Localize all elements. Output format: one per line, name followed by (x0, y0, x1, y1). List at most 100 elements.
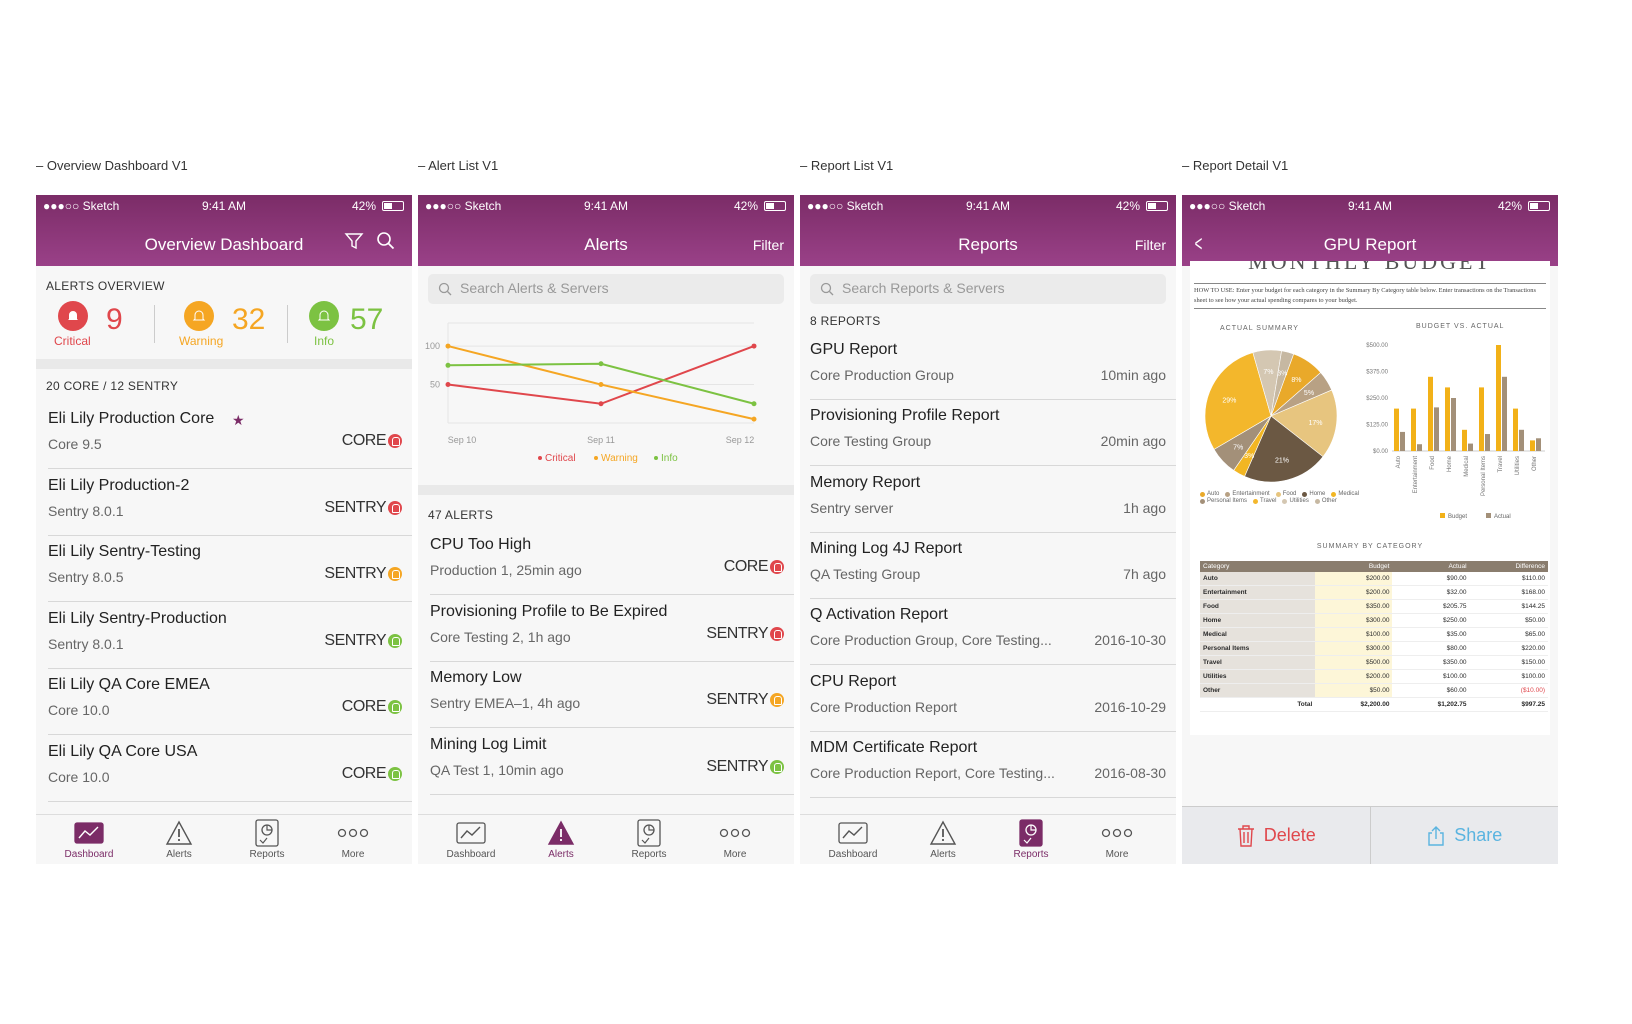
legend-label: Home (1309, 491, 1326, 497)
alerts-icon (144, 819, 214, 847)
tab-alerts[interactable]: Alerts (526, 819, 596, 860)
alerts-icon (908, 819, 978, 847)
slice-label: 7% (1263, 369, 1273, 376)
tab-dashboard[interactable]: Dashboard (818, 819, 888, 860)
tab-more[interactable]: More (1082, 819, 1152, 860)
data-point (445, 343, 451, 349)
pie-slice (1244, 415, 1324, 483)
list-item[interactable]: Eli Lily Sentry-Production Sentry 8.0.1 SE… (48, 600, 412, 669)
critical-count[interactable]: 9 (106, 303, 123, 336)
search-input[interactable]: Search Alerts & Servers (428, 274, 784, 304)
report-item[interactable]: Q Activation Report Core Production Group… (810, 596, 1176, 666)
info-alert-icon[interactable] (309, 301, 339, 331)
tab-alerts[interactable]: Alerts (144, 819, 214, 860)
table-cell: $32.00 (1392, 585, 1470, 600)
critical-alert-icon[interactable] (58, 301, 88, 331)
filter-button[interactable]: Filter (1134, 237, 1166, 253)
budget-bar (1462, 429, 1467, 451)
alert-count-heading: 47 ALERTS (428, 508, 494, 522)
share-button[interactable]: Share (1371, 807, 1559, 864)
table-cell: $250.00 (1392, 613, 1470, 628)
x-tick-label: Sep 10 (448, 435, 477, 445)
report-item[interactable]: Provisioning Profile Report Core Testing … (810, 397, 1176, 467)
report-count-heading: 8 REPORTS (810, 314, 881, 328)
tab-reports[interactable]: Reports (996, 819, 1066, 860)
tab-more[interactable]: More (318, 819, 388, 860)
tab-dashboard[interactable]: Dashboard (54, 819, 124, 860)
tag-label: SENTRY (706, 691, 768, 708)
x-tick-label: Travel (1498, 456, 1504, 472)
info-count[interactable]: 57 (350, 303, 384, 336)
actual-bar (1451, 398, 1456, 451)
list-item[interactable]: CPU Too High Production 1, 25min ago CORE (430, 526, 794, 595)
action-bar: Delete Share (1182, 806, 1558, 864)
report-name: CPU Report (810, 672, 897, 690)
report-name: GPU Report (810, 341, 898, 358)
battery-icon (1146, 201, 1168, 211)
filter-button[interactable]: Filter (752, 237, 784, 253)
y-tick-label: $125.00 (1366, 423, 1388, 429)
y-tick-label: $250.00 (1366, 396, 1388, 402)
clock: 9:41 AM (965, 199, 1011, 213)
battery-status: 42% (1498, 199, 1550, 213)
divider (287, 305, 288, 343)
tab-reports[interactable]: Reports (232, 819, 302, 860)
table-row: Travel $500.00 $350.00 $150.00 (1200, 655, 1548, 670)
slice-label: 21% (1275, 458, 1289, 465)
tab-label: Alerts (548, 849, 574, 860)
legend-item: Medical (1331, 491, 1359, 497)
budget-bar (1445, 387, 1450, 451)
slice-label: 5% (1304, 390, 1314, 397)
alerts-line-chart: 100 50 Sep 10 Sep 11 Sep 12 Critical Warning In… (425, 322, 757, 464)
pie-slice (1204, 352, 1272, 450)
tab-reports[interactable]: Reports (614, 819, 684, 860)
item-subtitle: Core 9.5 (48, 436, 102, 452)
table-cell: $205.75 (1392, 599, 1470, 614)
report-group: Core Testing Group (810, 433, 932, 450)
budget-bar (1411, 408, 1416, 451)
tab-alerts[interactable]: Alerts (908, 819, 978, 860)
server-type-tag: SENTRY (706, 758, 784, 776)
back-chevron-icon[interactable]: < (1194, 231, 1203, 256)
list-item[interactable]: Eli Lily Production Core ★ Core 9.5 CORE (48, 400, 412, 469)
report-item[interactable]: Memory Report Sentry server 1h ago (810, 464, 1176, 533)
legend-label: Warning (601, 453, 638, 464)
critical-status-icon (388, 434, 402, 448)
search-input[interactable]: Search Reports & Servers (810, 274, 1166, 304)
document-title: MONTHLY BUDGET (1248, 261, 1492, 274)
search-icon[interactable] (376, 231, 396, 251)
report-item[interactable]: GPU Report Core Production Group 10min ago (810, 331, 1176, 400)
filter-icon[interactable] (344, 231, 364, 251)
legend-swatch (1486, 513, 1491, 518)
delete-button[interactable]: Delete (1182, 807, 1371, 864)
overview-dashboard-screen: ●●●○○ Sketch 9:41 AM 42% Overview Dashbo… (36, 195, 412, 864)
tab-label: Dashboard (828, 849, 878, 860)
list-item[interactable]: Eli Lily QA Core USA Core 10.0 CORE (48, 733, 412, 802)
tab-more[interactable]: More (700, 819, 770, 860)
report-item[interactable]: CPU Report Core Production Report 2016-10-… (810, 663, 1176, 732)
data-point (445, 362, 451, 368)
tab-dashboard[interactable]: Dashboard (436, 819, 506, 860)
star-icon[interactable]: ★ (232, 412, 245, 428)
list-item[interactable]: Provisioning Profile to Be Expired Core T… (430, 593, 794, 662)
list-item[interactable]: Mining Log Limit QA Test 1, 10min ago SENT… (430, 726, 794, 795)
list-item[interactable]: Memory Low Sentry EMEA–1, 4h ago SENTRY (430, 659, 794, 728)
x-tick-label: Other (1532, 456, 1538, 471)
status-bar: ●●●○○ Sketch 9:41 AM 42% (418, 199, 794, 213)
list-item[interactable]: Eli Lily Production-2 Sentry 8.0.1 SENTRY (48, 467, 412, 536)
carrier: ●●●○○ Sketch (43, 199, 120, 213)
list-item[interactable]: Eli Lily QA Core EMEA Core 10.0 CORE (48, 666, 412, 735)
report-name: MDM Certificate Report (810, 738, 978, 756)
budget-bar (1513, 408, 1518, 451)
total-cell: $997.25 (1469, 697, 1548, 712)
actual-bar (1485, 434, 1490, 451)
search-icon (438, 282, 452, 296)
warning-alert-icon[interactable] (184, 301, 214, 331)
report-item[interactable]: MDM Certificate Report Core Production Re… (810, 729, 1176, 798)
warning-count[interactable]: 32 (232, 303, 266, 336)
item-name: Eli Lily Production-2 (48, 476, 190, 494)
table-cell: $35.00 (1392, 627, 1470, 642)
list-item[interactable]: Eli Lily Sentry-Testing Sentry 8.0.5 SENTR… (48, 533, 412, 602)
report-item[interactable]: Mining Log 4J Report QA Testing Group 7h a… (810, 530, 1176, 599)
table-row: Home $300.00 $250.00 $50.00 (1200, 613, 1548, 628)
